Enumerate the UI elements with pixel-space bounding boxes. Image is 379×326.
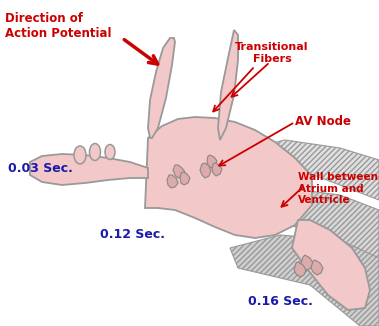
Polygon shape — [311, 260, 323, 275]
Polygon shape — [252, 140, 379, 200]
Text: 0.03 Sec.: 0.03 Sec. — [8, 162, 73, 175]
Polygon shape — [207, 155, 217, 168]
Polygon shape — [148, 38, 175, 138]
Text: AV Node: AV Node — [295, 115, 351, 128]
Polygon shape — [240, 188, 379, 260]
Polygon shape — [294, 262, 306, 277]
Text: 0.16 Sec.: 0.16 Sec. — [248, 295, 313, 308]
Polygon shape — [212, 163, 222, 176]
Polygon shape — [230, 235, 379, 326]
Ellipse shape — [74, 146, 86, 164]
Polygon shape — [180, 172, 190, 185]
Polygon shape — [167, 175, 178, 188]
Ellipse shape — [89, 143, 100, 160]
Polygon shape — [218, 30, 238, 140]
Polygon shape — [30, 154, 148, 185]
Text: Direction of
Action Potential: Direction of Action Potential — [5, 12, 111, 40]
Polygon shape — [173, 165, 185, 178]
Ellipse shape — [105, 144, 115, 159]
Text: 0.12 Sec.: 0.12 Sec. — [100, 228, 165, 241]
Text: Transitional
Fibers: Transitional Fibers — [235, 42, 309, 64]
Polygon shape — [145, 117, 312, 238]
Polygon shape — [200, 163, 211, 178]
Polygon shape — [292, 220, 370, 310]
Text: Wall between
Atrium and
Ventricle: Wall between Atrium and Ventricle — [298, 172, 378, 205]
Polygon shape — [301, 255, 313, 270]
